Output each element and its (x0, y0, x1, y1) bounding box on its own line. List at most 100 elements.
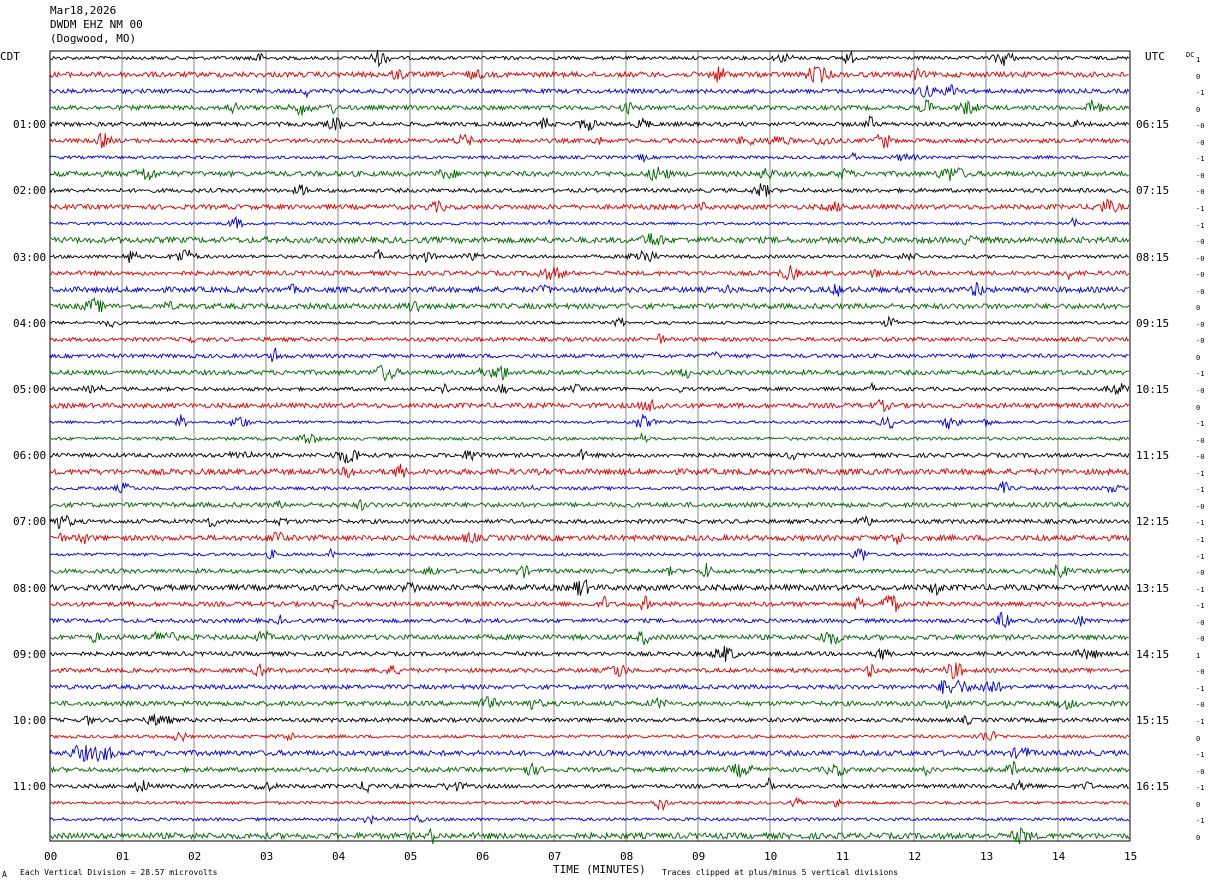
dc-offset-label: -0 (1196, 287, 1205, 296)
x-tick-label: 10 (764, 850, 778, 863)
seismic-trace (49, 115, 1130, 131)
dc-offset-label: -0 (1196, 767, 1205, 776)
seismic-trace (49, 499, 1130, 512)
dc-offset-label: -0 (1196, 453, 1205, 462)
x-tick-label: 02 (188, 850, 202, 863)
dc-offset-label: -1 (1196, 602, 1205, 611)
dc-offset-label: -1 (1196, 718, 1205, 726)
seismic-trace (49, 49, 1130, 68)
right-hour-label: 11:15 (1136, 449, 1170, 463)
dc-offset-label: 1 (1196, 56, 1201, 64)
dc-offset-label: 0 (1196, 72, 1201, 81)
left-hour-label: 02:00 (13, 184, 47, 198)
x-tick-label: 06 (476, 850, 490, 863)
seismic-trace (49, 630, 1129, 646)
dc-offset-label: 0 (1196, 353, 1201, 362)
seismic-trace (49, 814, 1130, 825)
corner-mark: A (2, 870, 7, 879)
seismic-trace (49, 432, 1130, 445)
x-tick-label: 14 (1052, 850, 1066, 863)
left-hour-label: 03:00 (13, 250, 47, 264)
x-tick-label: 03 (260, 850, 274, 863)
dc-offset-label: -0 (1196, 122, 1205, 131)
x-tick-label: 08 (620, 850, 634, 863)
seismic-trace (49, 132, 1130, 149)
seismic-trace (49, 333, 1130, 344)
left-hour-label: 05:00 (13, 383, 47, 396)
seismic-trace (49, 215, 1130, 229)
plot-frame (49, 50, 1131, 842)
seismic-trace (49, 777, 1129, 794)
x-tick-label: 04 (332, 850, 346, 863)
seismic-trace (49, 463, 1130, 479)
dc-offset-label: -1 (1196, 585, 1205, 594)
dc-offset-label: -1 (1196, 469, 1205, 478)
seismic-trace (49, 364, 1130, 382)
right-hour-label: 15:15 (1136, 714, 1170, 727)
left-timezone-label: CDT (0, 50, 20, 63)
dc-offset-label: 0 (1196, 800, 1201, 809)
seismic-trace (49, 679, 1129, 695)
station-label: DWDM EHZ NM 00 (50, 18, 143, 31)
x-tick-label: 07 (548, 850, 562, 863)
seismic-trace (49, 381, 1130, 396)
date-label: Mar18,2026 (50, 4, 117, 17)
dc-offset-label: -1 (1196, 817, 1205, 826)
x-tick-label: 12 (908, 850, 922, 863)
dc-offset-label: 1 (1196, 651, 1201, 660)
right-hour-label: 06:15 (1136, 118, 1170, 132)
seismic-trace (49, 731, 1130, 743)
dc-offset-label: -0 (1196, 701, 1205, 710)
seismic-trace (49, 662, 1130, 679)
dc-offset-label: -1 (1196, 370, 1205, 379)
seismic-trace (49, 98, 1130, 117)
dc-offset-label: 0 (1196, 105, 1201, 114)
seismic-trace (49, 594, 1130, 613)
right-hour-label: 08:15 (1136, 250, 1170, 264)
seismic-trace (49, 696, 1130, 711)
dc-offset-label: -0 (1196, 635, 1205, 644)
seismic-trace (49, 481, 1129, 494)
right-hour-label: 16:15 (1136, 780, 1170, 794)
x-axis-title: TIME (MINUTES) (553, 863, 646, 876)
dc-offset-label: -1 (1196, 519, 1205, 528)
right-hour-label: 12:15 (1136, 515, 1170, 529)
dc-offset-label: -1 (1196, 751, 1205, 760)
dc-offset-label: -1 (1196, 89, 1205, 98)
dc-offset-label: -1 (1196, 420, 1205, 429)
left-hour-label: 01:00 (13, 118, 47, 132)
dc-offset-label: 0 (1196, 403, 1201, 412)
seismic-trace (49, 84, 1130, 98)
dc-offset-label: -0 (1196, 271, 1205, 280)
dc-offset-label: -1 (1196, 155, 1205, 164)
dc-offset-label: -1 (1196, 684, 1205, 693)
dc-offset-label: -0 (1196, 320, 1205, 329)
x-tick-label: 01 (116, 850, 130, 863)
seismic-trace (49, 281, 1130, 297)
dc-offset-label: 0 (1196, 734, 1201, 743)
x-tick-label: 15 (1124, 850, 1138, 863)
dc-offset-label: -0 (1196, 254, 1205, 263)
seismic-trace (49, 514, 1130, 529)
dc-offset-label: -0 (1196, 171, 1205, 180)
dc-header-label: DC (1186, 51, 1195, 59)
right-hour-label: 13:15 (1136, 581, 1170, 595)
seismic-trace (49, 796, 1129, 812)
seismic-trace (49, 531, 1130, 545)
seismic-trace (49, 346, 1129, 363)
dc-offset-label: -0 (1196, 337, 1205, 346)
right-hour-label: 09:15 (1136, 316, 1170, 330)
scale-note: Each Vertical Division = 28.57 microvolt… (20, 868, 218, 877)
seismic-trace (49, 744, 1129, 763)
x-tick-label: 00 (44, 850, 58, 863)
seismic-trace (49, 183, 1130, 197)
seismic-trace (49, 151, 1129, 164)
dc-offset-label: -1 (1196, 486, 1205, 495)
dc-offset-label: -1 (1196, 535, 1205, 544)
dc-offset-label: -1 (1196, 204, 1205, 213)
seismic-trace (49, 413, 1130, 430)
dc-offset-label: -1 (1196, 784, 1205, 793)
x-tick-label: 13 (980, 850, 994, 863)
seismic-trace (49, 315, 1129, 329)
x-tick-label: 05 (404, 850, 418, 863)
